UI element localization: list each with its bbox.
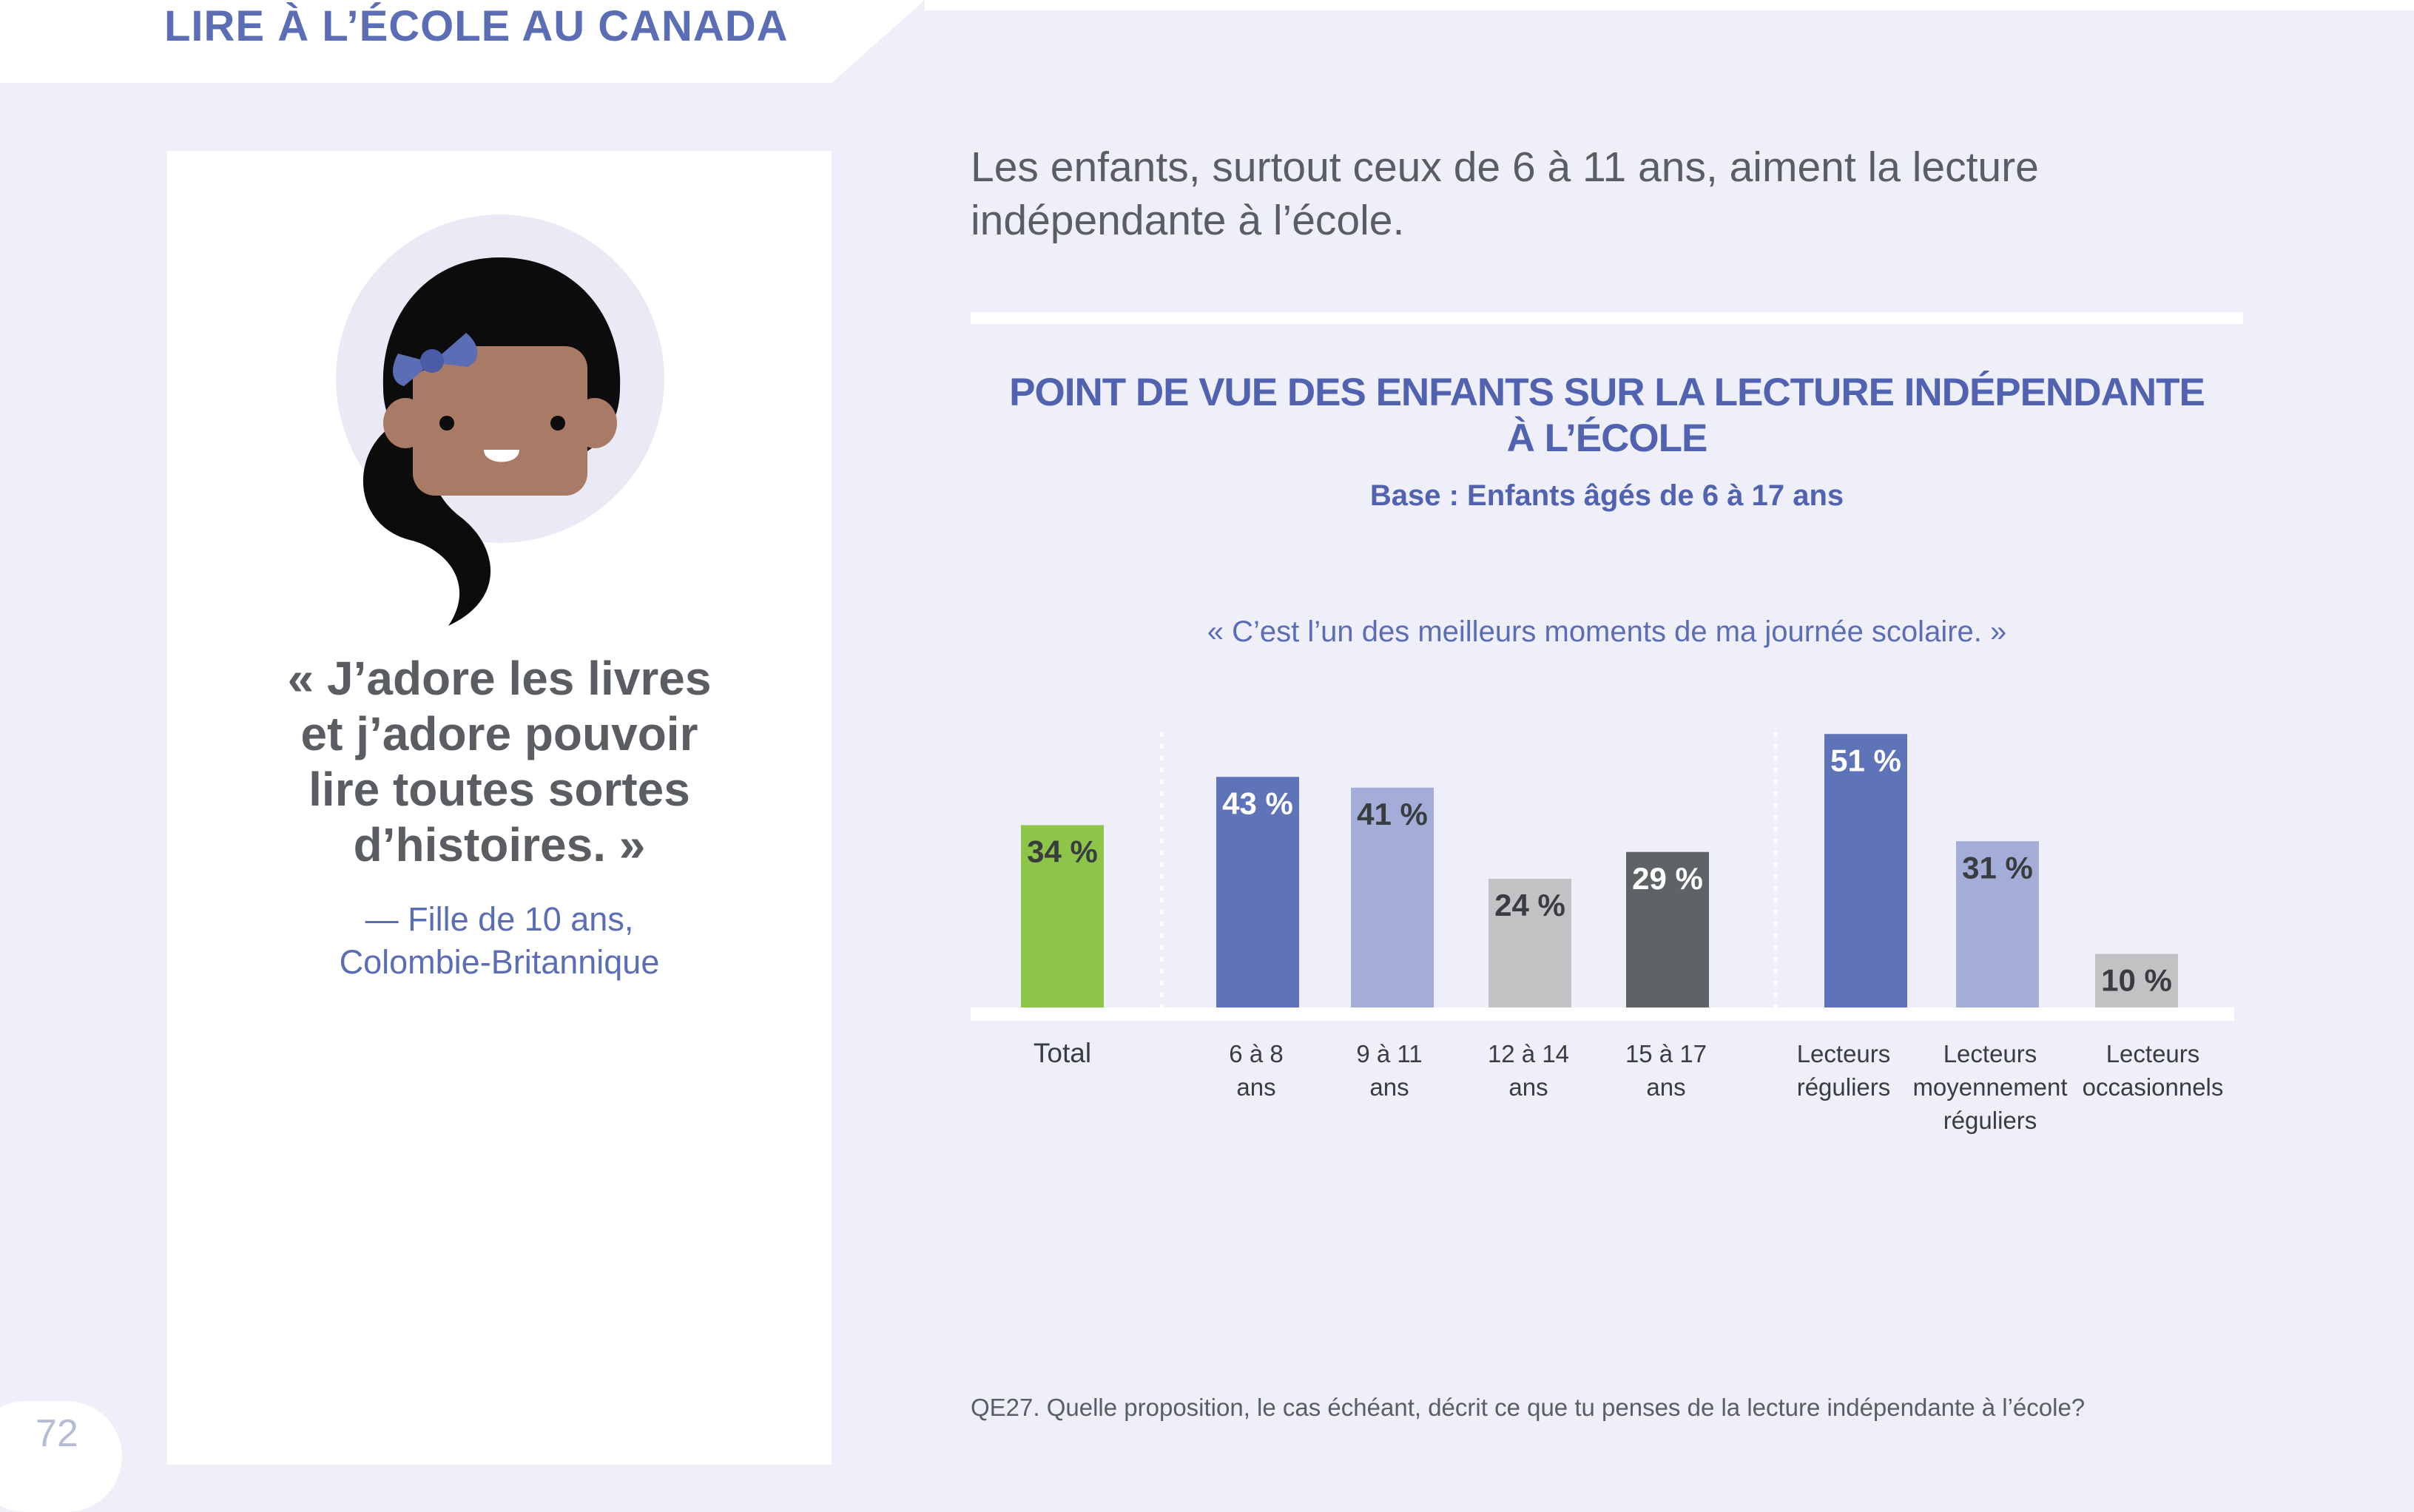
- x-tick-label: 6 à 8 ans: [1229, 1040, 1283, 1101]
- x-tick-label: Total: [1034, 1038, 1091, 1068]
- bar: [2095, 954, 2178, 1008]
- data-label: 31 %: [1962, 850, 2033, 885]
- bar: [1021, 825, 1104, 1008]
- x-tick-label: 9 à 11 ans: [1356, 1040, 1422, 1101]
- header-title: LIRE À L’ÉCOLE AU CANADA: [164, 2, 789, 50]
- data-label: 51 %: [1830, 743, 1901, 777]
- x-tick-label: Lecteurs réguliers: [1797, 1040, 1891, 1101]
- x-tick-label: Lecteurs occasionnels: [2083, 1040, 2224, 1101]
- quote-attribution: — Fille de 10 ans, Colombie-Britannique: [339, 900, 660, 981]
- header-banner: [0, 0, 2414, 83]
- quote-text: « J’adore les livres et j’adore pouvoir …: [287, 652, 712, 871]
- bar: [1351, 787, 1434, 1008]
- page-number: 72: [36, 1412, 78, 1455]
- bar: [1488, 879, 1571, 1008]
- bar: [1626, 851, 1709, 1008]
- chart-subtitle: Base : Enfants âgés de 6 à 17 ans: [1369, 479, 1844, 512]
- girl-avatar-icon: [363, 257, 621, 626]
- x-tick-label: 12 à 14 ans: [1488, 1040, 1569, 1101]
- chart-baseline: [971, 1008, 2234, 1021]
- data-label: 34 %: [1027, 834, 1098, 869]
- chart-statement: « C’est l’un des meilleurs moments de ma…: [1207, 615, 2007, 648]
- bar: [1956, 841, 2039, 1008]
- data-label: 29 %: [1632, 861, 1703, 896]
- divider-bar: [971, 312, 2243, 324]
- bar: [1216, 777, 1299, 1008]
- data-label: 10 %: [2101, 963, 2172, 998]
- data-label: 43 %: [1222, 786, 1293, 820]
- chart-title: POINT DE VUE DES ENFANTS SUR LA LECTURE …: [1009, 371, 2205, 460]
- x-tick-label: 15 à 17 ans: [1625, 1040, 1707, 1101]
- data-label: 24 %: [1494, 888, 1565, 922]
- bar: [1824, 734, 1907, 1008]
- footnote: QE27. Quelle proposition, le cas échéant…: [971, 1394, 2086, 1421]
- data-label: 41 %: [1357, 797, 1428, 831]
- x-tick-label: Lecteurs moyennement réguliers: [1912, 1040, 2067, 1134]
- headline: Les enfants, surtout ceux de 6 à 11 ans,…: [971, 144, 2039, 244]
